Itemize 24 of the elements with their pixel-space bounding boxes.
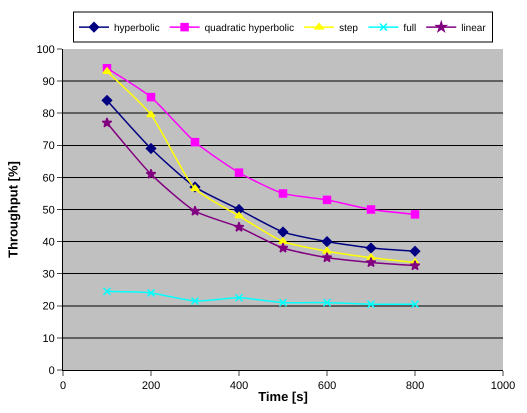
y-tick-label: 50 [42, 204, 55, 216]
x-tick-label: 800 [406, 380, 424, 392]
y-tick-label: 100 [36, 44, 55, 56]
x-axis-title: Time [s] [258, 388, 308, 404]
legend-label: step [339, 22, 358, 34]
y-tick-label: 80 [42, 108, 55, 120]
y-tick-label: 20 [42, 300, 55, 313]
x-tick-label: 0 [60, 380, 66, 392]
x-tick-label: 600 [318, 380, 336, 392]
legend-label: linear [461, 22, 486, 34]
y-axis-title: Throughput [%] [5, 161, 20, 258]
legend-label: quadratic hyperbolic [204, 22, 294, 34]
y-tick-label: 40 [42, 236, 55, 248]
y-tick-label: 70 [42, 140, 55, 152]
legend-label: full [403, 22, 416, 34]
y-tick-label: 10 [42, 332, 55, 345]
y-tick-label: 60 [42, 172, 55, 184]
legend-label: hyperbolic [114, 22, 160, 34]
x-tick-label: 200 [142, 380, 160, 392]
y-tick-label: 90 [42, 76, 55, 88]
x-tick-label: 1000 [490, 380, 516, 392]
y-tick-label: 0 [48, 364, 55, 377]
x-tick-label: 400 [230, 380, 248, 392]
y-tick-label: 30 [42, 268, 55, 281]
